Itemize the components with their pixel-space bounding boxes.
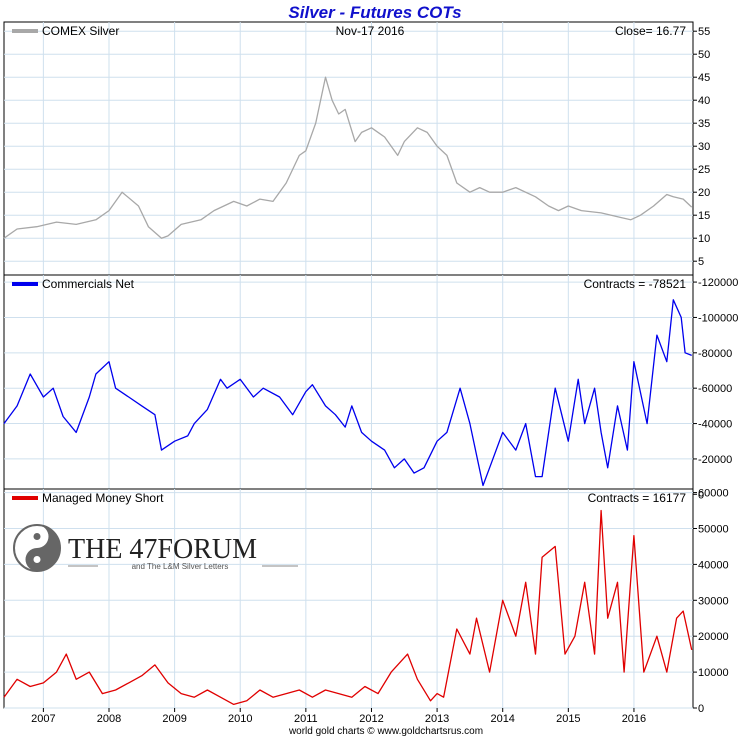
date-label: Nov-17 2016 bbox=[336, 24, 405, 38]
ytick-label-managed: 30000 bbox=[698, 595, 729, 607]
logo-subtitle: and The L&M Silver Letters bbox=[132, 562, 229, 571]
xtick-label: 2007 bbox=[31, 713, 55, 725]
ytick-label-managed: 10000 bbox=[698, 667, 729, 679]
ytick-label-silver: 15 bbox=[698, 210, 710, 222]
yin-yang-dot-light bbox=[33, 556, 41, 563]
xtick-label: 2013 bbox=[425, 713, 449, 725]
ytick-label-silver: 10 bbox=[698, 233, 710, 245]
ytick-label-silver: 50 bbox=[698, 49, 710, 61]
xtick-label: 2010 bbox=[228, 713, 252, 725]
forum-logo bbox=[13, 524, 298, 572]
xtick-label: 2008 bbox=[97, 713, 121, 725]
ytick-label-managed: 50000 bbox=[698, 523, 729, 535]
ytick-label-commercials: -120000 bbox=[698, 277, 738, 289]
ytick-label-silver: 45 bbox=[698, 72, 710, 84]
xtick-label: 2009 bbox=[162, 713, 186, 725]
series-line-commercials bbox=[3, 299, 692, 487]
ytick-label-commercials: -20000 bbox=[698, 454, 732, 466]
ytick-label-silver: 30 bbox=[698, 141, 710, 153]
ytick-label-silver: 40 bbox=[698, 95, 710, 107]
ytick-label-silver: 35 bbox=[698, 118, 710, 130]
legend-label-managed: Managed Money Short bbox=[42, 491, 164, 505]
ytick-label-managed: 20000 bbox=[698, 631, 729, 643]
yin-yang-dot-dark bbox=[33, 533, 41, 540]
legend-label-silver: COMEX Silver bbox=[42, 24, 119, 38]
panel-frame-silver bbox=[3, 21, 694, 276]
xtick-label: 2012 bbox=[359, 713, 383, 725]
ytick-label-managed: 40000 bbox=[698, 559, 729, 571]
ytick-label-commercials: -60000 bbox=[698, 383, 732, 395]
ytick-label-commercials: -40000 bbox=[698, 419, 732, 431]
ytick-label-silver: 5 bbox=[698, 256, 704, 268]
series-line-managed bbox=[3, 509, 693, 706]
logo-title: THE 47FORUM bbox=[68, 534, 257, 565]
ytick-label-managed: 60000 bbox=[698, 488, 729, 500]
xtick-label: 2014 bbox=[490, 713, 514, 725]
xtick-label: 2016 bbox=[622, 713, 646, 725]
ytick-label-commercials: -80000 bbox=[698, 348, 732, 360]
footer-credit: world gold charts © www.goldchartsrus.co… bbox=[288, 726, 483, 737]
ytick-label-silver: 20 bbox=[698, 187, 710, 199]
ytick-label-managed: 0 bbox=[698, 703, 704, 715]
readout-silver: Close= 16.77 bbox=[615, 24, 686, 38]
xtick-label: 2015 bbox=[556, 713, 580, 725]
legend-label-commercials: Commercials Net bbox=[42, 277, 135, 291]
panel-frame-commercials bbox=[3, 274, 694, 490]
panel-frame-managed bbox=[3, 488, 694, 709]
xtick-label: 2011 bbox=[294, 713, 318, 725]
ytick-label-silver: 25 bbox=[698, 164, 710, 176]
ytick-label-commercials: -100000 bbox=[698, 312, 738, 324]
ytick-label-commercials: 0 bbox=[698, 489, 704, 501]
series-line-silver bbox=[3, 76, 693, 239]
ytick-label-silver: 55 bbox=[698, 26, 710, 38]
chart-title: Silver - Futures COTs bbox=[288, 3, 462, 22]
readout-managed: Contracts = 16177 bbox=[588, 491, 687, 505]
readout-commercials: Contracts = -78521 bbox=[584, 277, 687, 291]
